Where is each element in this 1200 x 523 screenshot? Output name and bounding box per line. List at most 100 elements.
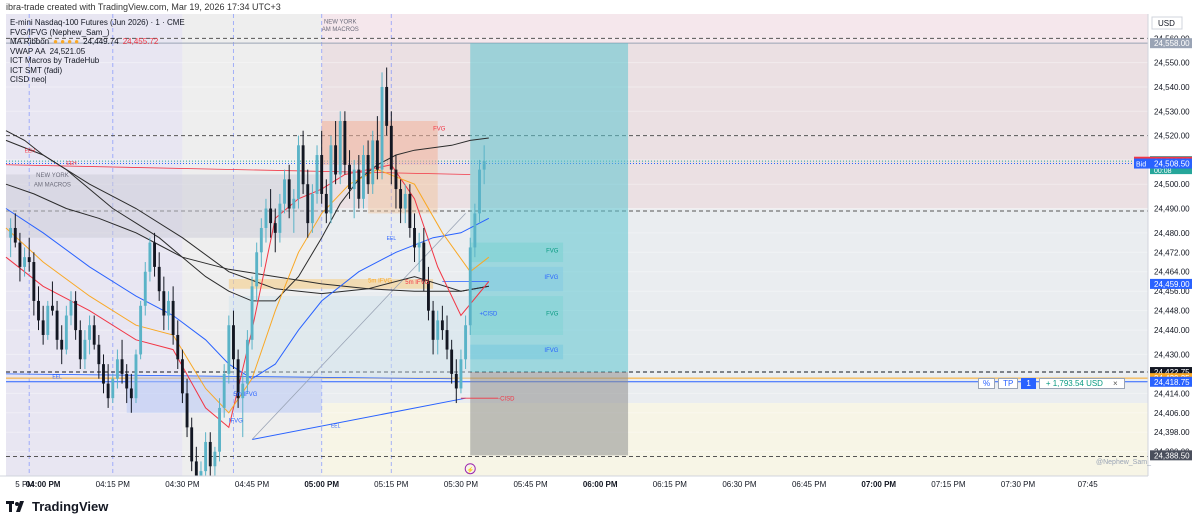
price-chart[interactable]: FVG IFVG FVG IFVG 5m IFVG IFVG +CISD -CISD 5m IF… bbox=[0, 14, 1200, 492]
candle-body bbox=[208, 441, 212, 467]
price-tick-label: 24,540.00 bbox=[1154, 83, 1190, 92]
candle-body bbox=[269, 208, 273, 224]
candle-body bbox=[232, 325, 235, 360]
session-band-low bbox=[321, 403, 1148, 476]
price-tag-text: 24,558.00 bbox=[1154, 39, 1190, 48]
series-line-2 bbox=[5, 130, 489, 302]
candle-body bbox=[459, 359, 463, 389]
candle-body bbox=[106, 383, 110, 399]
time-tick-label: 06:30 PM bbox=[722, 480, 757, 489]
candle-body bbox=[440, 320, 444, 331]
candle-body bbox=[37, 300, 40, 321]
legend-vwap-value: 24,521.05 bbox=[49, 46, 86, 56]
candle-body bbox=[422, 242, 426, 282]
candle-body bbox=[315, 155, 319, 194]
candle-body bbox=[273, 223, 277, 233]
price-tick-label: 24,472.00 bbox=[1154, 248, 1190, 257]
candle-body bbox=[143, 271, 147, 306]
candle-body bbox=[478, 169, 481, 214]
zone-label: FVG bbox=[546, 312, 559, 318]
candle-body bbox=[134, 354, 138, 399]
zone-label: EEL bbox=[52, 375, 62, 381]
price-tags: 24,558.0024,509.5000:08Ask24,509.25Bid24… bbox=[1134, 38, 1192, 461]
candle-body bbox=[64, 315, 68, 350]
fvg-zone bbox=[228, 296, 471, 379]
legend-ma[interactable]: MA Ribbon ● ● ● ● 24,449.74 24,455.72 bbox=[10, 37, 185, 47]
price-tag-text: 24,459.00 bbox=[1154, 280, 1190, 289]
price-axis[interactable]: USD24,390.0024,398.0024,406.0024,414.002… bbox=[1147, 14, 1200, 492]
close-position-icon[interactable]: × bbox=[1112, 379, 1118, 388]
pnl-value: + 1,793.54 USD bbox=[1045, 379, 1103, 388]
time-tick-label: 07:30 PM bbox=[1001, 480, 1036, 489]
candle-body bbox=[88, 325, 92, 340]
price-tag-text: 24,422.75 bbox=[1154, 368, 1190, 377]
candle-body bbox=[366, 155, 370, 185]
candle-body bbox=[468, 247, 472, 326]
candle-body bbox=[250, 286, 254, 340]
tp-button[interactable]: TP bbox=[998, 378, 1019, 389]
time-tick-label: 05:45 PM bbox=[513, 480, 548, 489]
price-tick-label: 24,480.00 bbox=[1154, 229, 1190, 238]
price-tick-label: 24,500.00 bbox=[1154, 180, 1190, 189]
chart-header: ibra-trade created with TradingView.com,… bbox=[6, 2, 281, 12]
tradingview-logo-icon bbox=[6, 500, 24, 512]
candle-body bbox=[348, 164, 351, 190]
lightning-marker bbox=[464, 463, 476, 475]
time-tick-label: 04:45 PM bbox=[235, 480, 270, 489]
price-tick-label: 24,530.00 bbox=[1154, 107, 1190, 116]
candle-body bbox=[408, 193, 412, 228]
price-tag bbox=[1150, 376, 1192, 387]
zone-label: FVG bbox=[546, 248, 559, 254]
zone-label: EEH bbox=[25, 149, 36, 155]
price-tag-text: 24,508.50 bbox=[1154, 160, 1190, 169]
candle-body bbox=[222, 373, 226, 408]
candle-body bbox=[236, 359, 240, 399]
session-label-ny-top: AM MACROS bbox=[322, 27, 359, 33]
fvg-zone bbox=[6, 174, 322, 238]
price-tick-label: 24,456.00 bbox=[1154, 287, 1190, 296]
legend-smt[interactable]: ICT SMT (fadi) bbox=[10, 65, 63, 75]
candle-body bbox=[464, 325, 468, 360]
legend-symbol[interactable]: E-mini Nasdaq-100 Futures (Jun 2026) · 1… bbox=[10, 18, 185, 27]
series-layer bbox=[5, 130, 499, 441]
position-qty[interactable]: 1 bbox=[1021, 378, 1036, 389]
position-pnl[interactable]: + 1,793.54 USD × bbox=[1038, 378, 1125, 389]
background-layer bbox=[6, 14, 1148, 476]
price-tick-label: 24,550.00 bbox=[1154, 59, 1190, 68]
currency-box bbox=[1151, 16, 1183, 30]
zone-label: IFVG bbox=[544, 348, 558, 354]
series-line-4 bbox=[5, 164, 490, 429]
long-position-profit bbox=[470, 43, 629, 373]
price-tag bbox=[1150, 367, 1192, 378]
candle-body bbox=[399, 189, 403, 209]
price-tag-badge bbox=[1134, 158, 1150, 169]
candle-body bbox=[413, 227, 416, 248]
candle-body bbox=[371, 140, 375, 185]
price-tag-text: 24,388.50 bbox=[1154, 451, 1190, 460]
candle-body bbox=[352, 169, 356, 190]
price-tag bbox=[1150, 38, 1192, 49]
session-label-ny-left: NEW YORK bbox=[36, 173, 69, 179]
currency-label: USD bbox=[1158, 19, 1175, 28]
legend-macros[interactable]: ICT Macros by TradeHub bbox=[10, 56, 100, 65]
percent-button[interactable]: % bbox=[978, 378, 996, 389]
candle-body bbox=[157, 266, 161, 292]
candle-body bbox=[292, 198, 296, 209]
session-label-ny-top: NEW YORK bbox=[324, 20, 357, 26]
candle-body bbox=[92, 325, 96, 345]
price-axis-bg bbox=[1148, 14, 1200, 492]
legend-vwap[interactable]: VWAP AA 24,521.05 bbox=[10, 47, 185, 57]
candle-body bbox=[482, 161, 486, 170]
candle-body bbox=[213, 451, 217, 467]
legend-cisd[interactable]: CISD neo| bbox=[10, 75, 47, 84]
zone-label: 5m IFVG bbox=[368, 279, 392, 285]
legend-fvg[interactable]: FVG/IFVG (Nephew_Sam_) bbox=[10, 27, 110, 37]
candle-body bbox=[46, 305, 50, 335]
candle-body bbox=[427, 281, 430, 311]
candle-body bbox=[245, 339, 249, 384]
candle-body bbox=[436, 320, 440, 340]
candle-body bbox=[204, 441, 208, 472]
candle-body bbox=[297, 145, 300, 199]
session-band-mid bbox=[321, 208, 1148, 404]
